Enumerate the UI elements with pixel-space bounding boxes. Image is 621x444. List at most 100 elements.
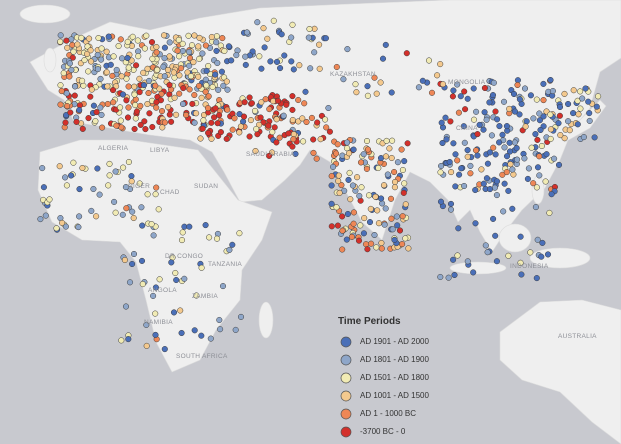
site-dot xyxy=(166,39,173,46)
site-dot xyxy=(458,165,465,172)
site-dot xyxy=(128,178,135,185)
site-dot xyxy=(523,118,530,125)
site-dot xyxy=(577,105,584,112)
site-dot xyxy=(204,105,212,112)
site-dot xyxy=(266,106,273,113)
site-dot xyxy=(240,113,248,120)
site-dot xyxy=(513,145,520,152)
site-dot xyxy=(402,201,409,208)
site-dot xyxy=(123,97,130,104)
site-dot xyxy=(124,54,131,62)
site-dot xyxy=(109,72,116,79)
site-dot xyxy=(566,127,573,134)
legend-swatch xyxy=(340,408,352,420)
site-dot xyxy=(123,75,130,82)
site-dot xyxy=(86,35,93,42)
site-dot xyxy=(149,123,156,131)
site-dot xyxy=(439,139,446,147)
site-dot xyxy=(582,85,589,92)
site-dot xyxy=(591,134,598,141)
site-dot xyxy=(454,252,461,259)
site-dot xyxy=(253,125,260,133)
site-dot xyxy=(383,137,390,144)
country-label: SAUDI ARABIA xyxy=(246,151,295,158)
site-dot xyxy=(135,53,142,60)
site-dot xyxy=(141,45,148,52)
site-dot xyxy=(506,148,514,155)
site-dot xyxy=(396,227,404,234)
site-dot xyxy=(506,139,513,146)
site-dot xyxy=(333,63,340,71)
site-dot xyxy=(213,235,221,242)
site-dot xyxy=(63,37,70,44)
country-label: TANZANIA xyxy=(208,261,242,268)
site-dot xyxy=(361,215,368,222)
site-dot xyxy=(159,124,166,131)
site-dot xyxy=(75,224,82,231)
site-dot xyxy=(333,204,340,211)
land-new-guinea xyxy=(529,247,591,269)
site-dot xyxy=(481,109,488,116)
site-dot xyxy=(76,186,83,193)
site-dot xyxy=(60,70,67,77)
site-dot xyxy=(132,115,139,122)
site-dot xyxy=(537,126,544,134)
site-dot xyxy=(533,96,540,103)
site-dot xyxy=(547,135,554,142)
site-dot xyxy=(365,192,373,199)
site-dot xyxy=(548,191,555,198)
site-dot xyxy=(442,114,449,121)
site-dot xyxy=(264,35,271,42)
site-dot xyxy=(90,185,97,193)
site-dot xyxy=(382,205,389,212)
site-dot xyxy=(500,98,508,105)
site-dot xyxy=(525,165,532,172)
site-dot xyxy=(496,123,503,130)
site-dot xyxy=(256,121,263,128)
site-dot xyxy=(94,66,101,73)
site-dot xyxy=(73,118,80,125)
site-dot xyxy=(188,42,196,49)
site-dot xyxy=(373,90,380,97)
site-dot xyxy=(364,83,371,90)
site-dot xyxy=(217,326,224,333)
site-dot xyxy=(437,61,444,68)
site-dot xyxy=(305,34,312,41)
site-dot xyxy=(333,150,340,157)
site-dot xyxy=(492,232,499,239)
site-dot xyxy=(565,100,572,108)
site-dot xyxy=(63,182,70,189)
site-dot xyxy=(241,99,248,106)
country-label: KAZAKHSTAN xyxy=(330,71,376,78)
site-dot xyxy=(415,84,422,91)
site-dot xyxy=(106,160,113,167)
site-dot xyxy=(269,128,276,136)
site-dot xyxy=(593,103,600,110)
site-dot xyxy=(177,307,184,314)
site-dot xyxy=(132,102,139,109)
site-dot xyxy=(131,125,138,133)
site-dot xyxy=(136,75,143,82)
site-dot xyxy=(213,33,220,40)
site-dot xyxy=(378,195,385,202)
site-dot xyxy=(246,94,253,101)
site-dot xyxy=(257,114,264,121)
site-dot xyxy=(540,113,547,120)
site-dot xyxy=(105,33,112,40)
site-dot xyxy=(111,198,118,205)
site-dot xyxy=(490,79,497,86)
site-dot xyxy=(500,208,507,215)
site-dot xyxy=(394,159,401,166)
site-dot xyxy=(438,119,445,126)
site-dot xyxy=(472,220,479,227)
site-dot xyxy=(447,118,454,125)
site-dot xyxy=(482,242,489,249)
site-dot xyxy=(455,109,462,116)
site-dot xyxy=(170,69,177,76)
site-dot xyxy=(242,53,249,60)
site-dot xyxy=(103,69,110,76)
site-dot xyxy=(486,186,494,193)
site-dot xyxy=(283,101,290,108)
site-dot xyxy=(81,57,88,64)
site-dot xyxy=(202,222,209,229)
